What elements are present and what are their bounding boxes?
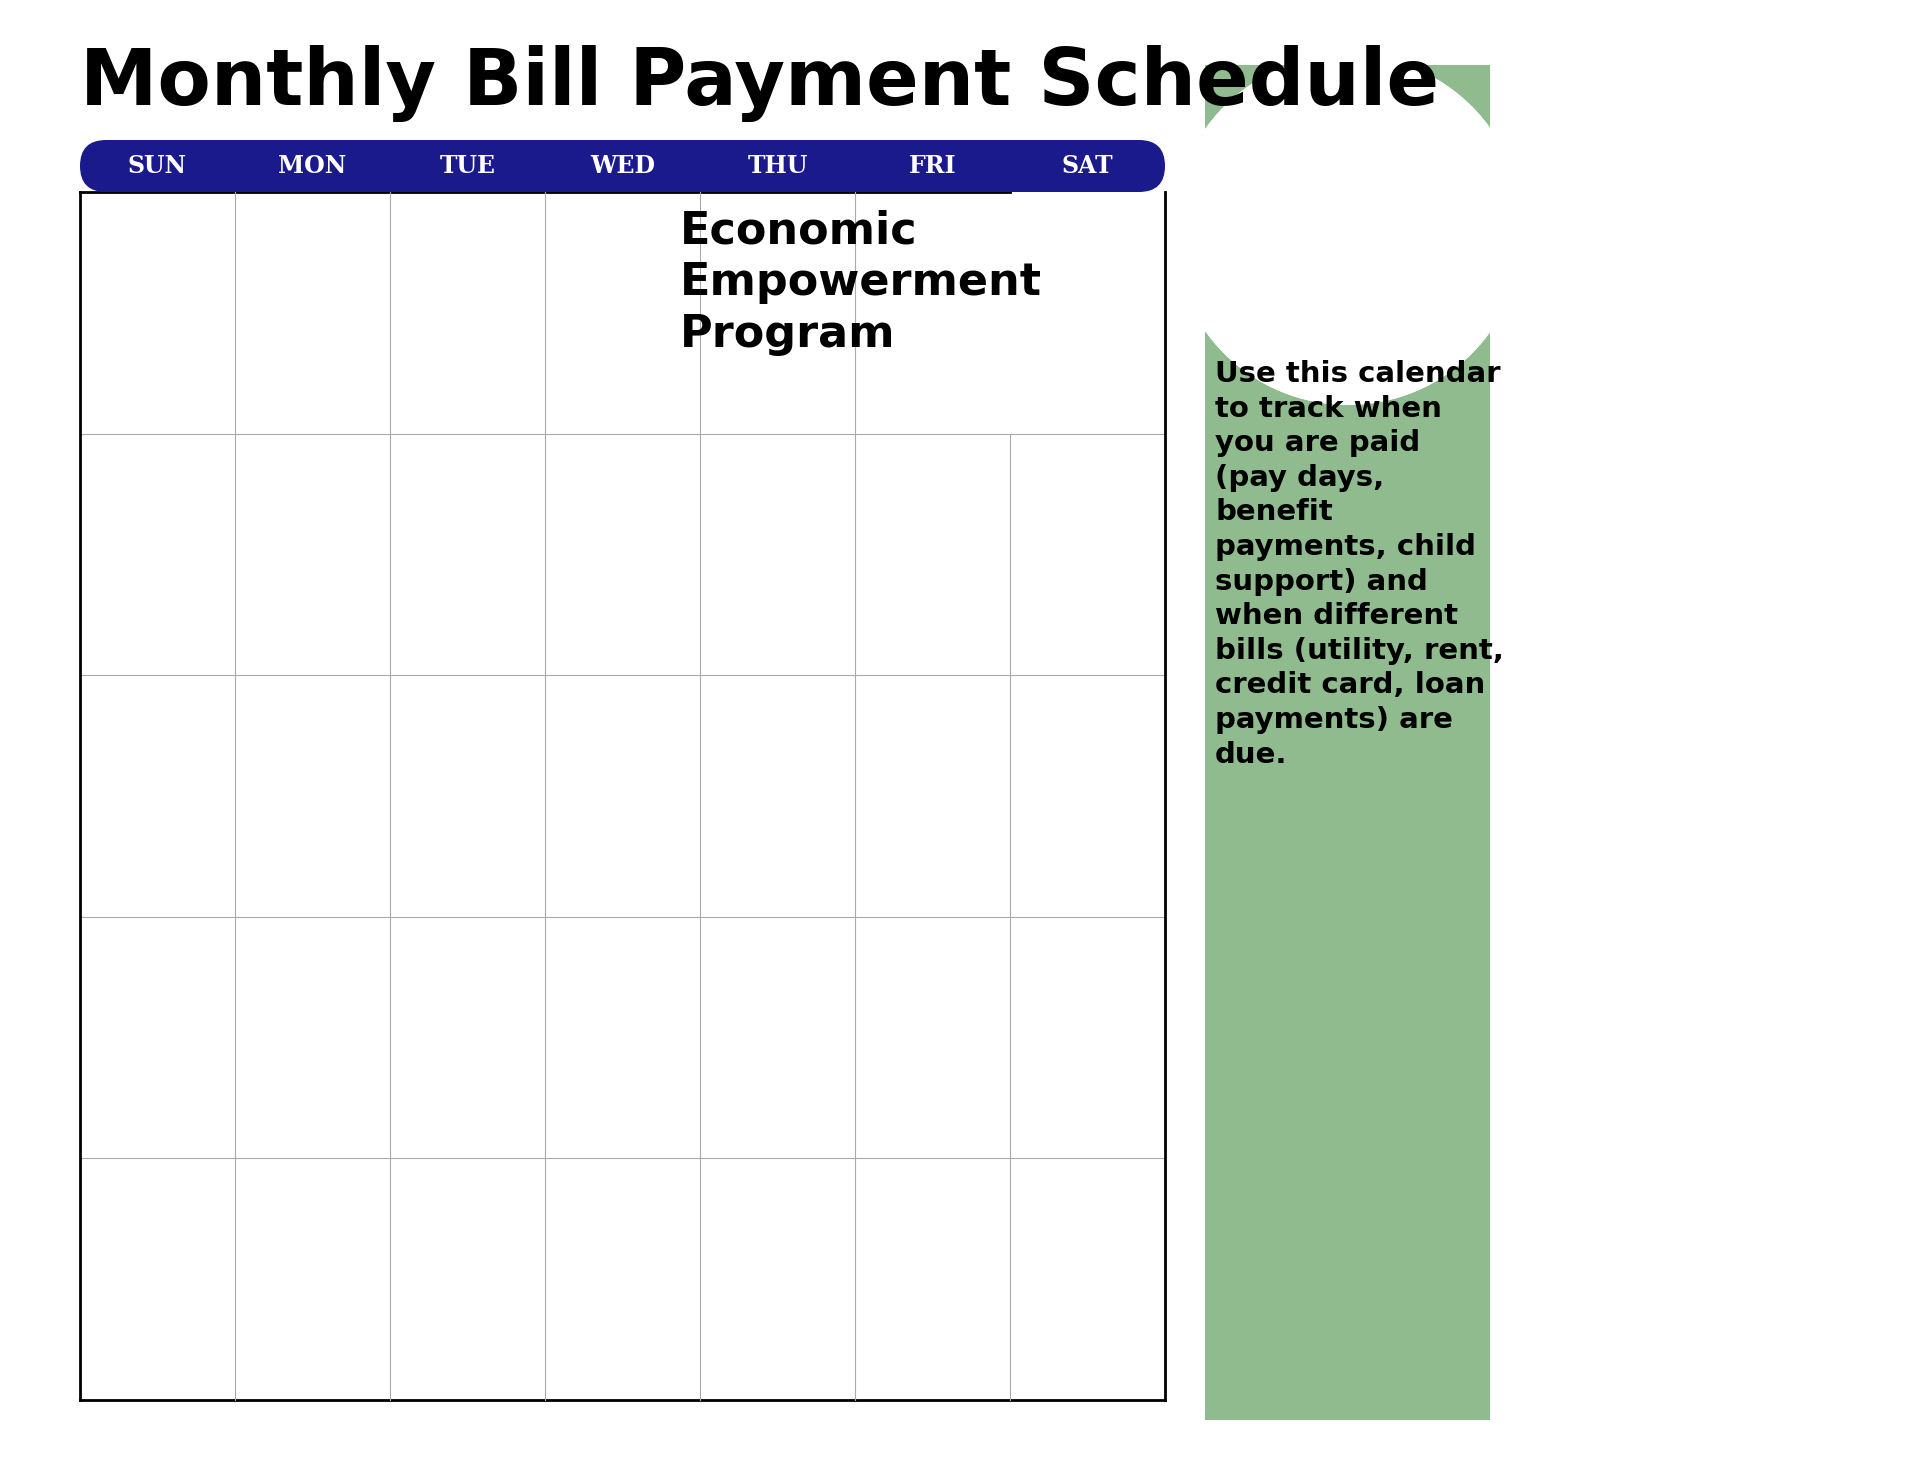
Text: Economic
Empowerment
Program: Economic Empowerment Program	[680, 211, 1043, 356]
FancyBboxPatch shape	[81, 139, 1165, 191]
Text: SAT: SAT	[1062, 154, 1114, 178]
Circle shape	[1173, 55, 1523, 405]
Bar	[1206, 65, 1490, 1421]
Text: TUE: TUE	[440, 154, 495, 178]
Circle shape	[1173, 55, 1523, 405]
Text: FRI: FRI	[908, 154, 956, 178]
Text: MON: MON	[278, 154, 348, 178]
Text: Use this calendar
to track when
you are paid
(pay days,
benefit
payments, child
: Use this calendar to track when you are …	[1215, 360, 1503, 768]
Text: WED: WED	[589, 154, 655, 178]
Bar	[1206, 65, 1490, 1421]
Text: THU: THU	[747, 154, 808, 178]
Text: SUN: SUN	[129, 154, 186, 178]
Text: Monthly Bill Payment Schedule: Monthly Bill Payment Schedule	[81, 44, 1440, 122]
